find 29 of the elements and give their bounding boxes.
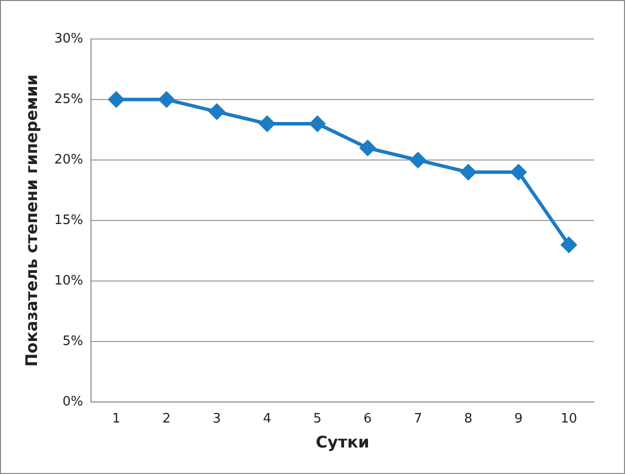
x-tick-label: 9 xyxy=(514,411,523,426)
y-tick-label: 20% xyxy=(54,152,84,168)
y-tick-label: 10% xyxy=(54,274,84,289)
point xyxy=(259,116,275,132)
x-tick-label: 6 xyxy=(364,411,372,426)
x-tick-label: 1 xyxy=(112,411,120,426)
x-tick-label: 7 xyxy=(414,411,422,426)
point xyxy=(108,92,124,108)
y-axis-title: Показатель степени гиперемии xyxy=(22,74,41,367)
point xyxy=(310,116,326,132)
x-tick-label: 10 xyxy=(560,411,578,426)
point xyxy=(410,152,426,168)
y-tick-label: 25% xyxy=(54,92,84,107)
x-tick-label: 5 xyxy=(313,411,322,426)
x-tick-label: 2 xyxy=(162,411,171,426)
point xyxy=(360,140,376,156)
point xyxy=(158,92,174,108)
y-tick-label: 15% xyxy=(54,212,84,228)
x-tick-label: 4 xyxy=(262,411,272,426)
y-tick-label: 5% xyxy=(62,334,84,350)
point xyxy=(209,104,225,120)
y-tick-label: 0% xyxy=(62,394,84,410)
x-tick-label: 8 xyxy=(464,411,472,426)
point xyxy=(510,164,526,180)
point xyxy=(561,237,577,253)
x-tick-label: 3 xyxy=(212,411,221,426)
point xyxy=(460,164,476,180)
y-tick-label: 30% xyxy=(54,31,84,46)
x-axis-title: Сутки xyxy=(316,432,370,452)
